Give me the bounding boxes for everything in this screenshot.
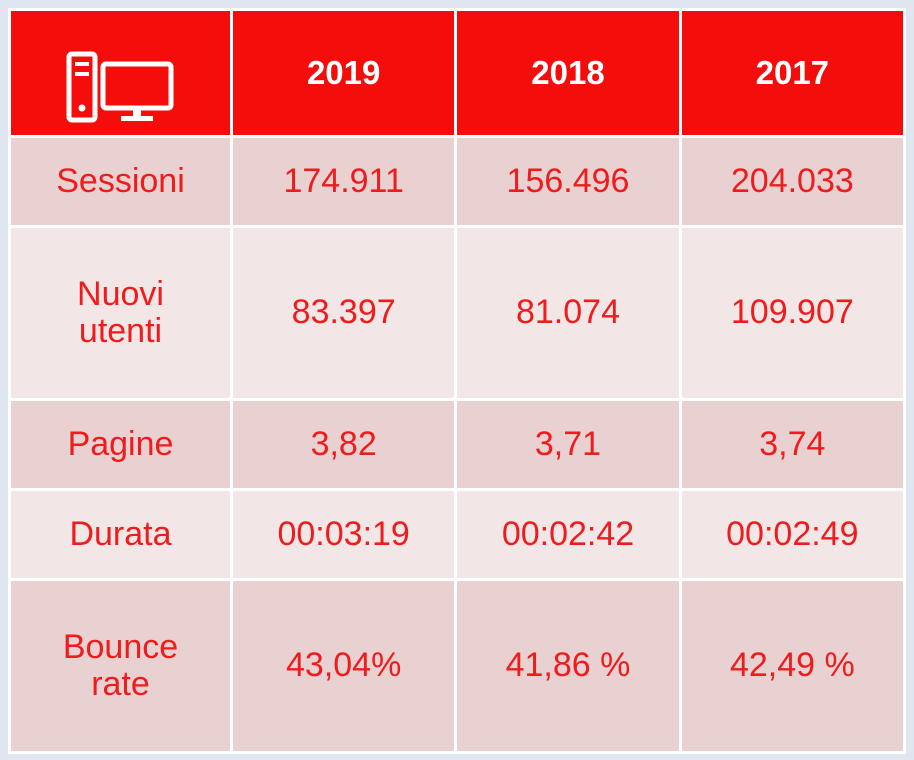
cell-value: 83.397 [229,224,458,402]
icon-cell [8,8,233,138]
cell-value: 3,71 [454,398,682,491]
row-label: Pagine [8,398,233,491]
row-label: Durata [8,487,233,581]
data-row: Sessioni 174.911 156.496 204.033 [8,135,907,228]
cell-value: 156.496 [454,135,682,228]
stats-table: 2019 2018 2017 Sessioni 174.911 156.496 204.0… [8,8,907,755]
cell-value: 00:02:42 [454,487,682,581]
data-row: Durata 00:03:19 00:02:42 00:02:49 [8,487,907,581]
year-header: 2019 [229,8,458,138]
cell-value: 00:03:19 [229,487,458,581]
table-container: 2019 2018 2017 Sessioni 174.911 156.496 204.0… [8,8,907,755]
cell-value: 43,04% [229,577,458,755]
row-label: Bounce rate [8,577,233,755]
header-row: 2019 2018 2017 [8,8,907,138]
year-header: 2018 [454,8,682,138]
row-label: Nuovi utenti [8,224,233,402]
data-row: Bounce rate 43,04% 41,86 % 42,49 % [8,577,907,755]
data-row: Pagine 3,82 3,71 3,74 [8,398,907,491]
cell-value: 3,74 [678,398,907,491]
cell-value: 174.911 [229,135,458,228]
cell-value: 3,82 [229,398,458,491]
row-label: Sessioni [8,135,233,228]
cell-value: 204.033 [678,135,907,228]
cell-value: 00:02:49 [678,487,907,581]
computer-icon [66,51,173,122]
year-header: 2017 [678,8,907,138]
cell-value: 109.907 [678,224,907,402]
cell-value: 81.074 [454,224,682,402]
cell-value: 41,86 % [454,577,682,755]
data-row: Nuovi utenti 83.397 81.074 109.907 [8,224,907,402]
cell-value: 42,49 % [678,577,907,755]
